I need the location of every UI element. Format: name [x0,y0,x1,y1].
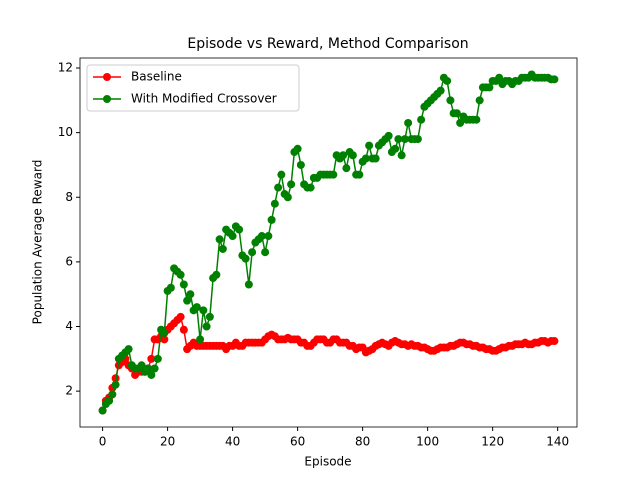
x-tick-label: 140 [546,435,569,449]
data-point [244,280,253,289]
data-point [248,248,257,257]
data-point [371,154,380,163]
data-point [397,151,406,160]
data-point [202,322,211,331]
x-tick-label: 20 [160,435,175,449]
data-point [228,232,237,241]
legend-marker [103,73,111,81]
data-point [98,406,107,415]
data-point [270,199,279,208]
data-point [218,244,227,253]
data-point [391,144,400,153]
data-point [144,364,153,373]
x-axis-label: Episode [304,455,351,469]
data-point [176,270,185,279]
data-point [235,225,244,234]
data-point [417,115,426,124]
series-line [101,73,555,411]
data-point [274,183,283,192]
data-point [472,115,481,124]
data-point [348,151,357,160]
x-tick-label: 0 [99,435,107,449]
y-tick-label: 2 [65,384,73,398]
data-point [277,170,286,179]
x-tick-label: 120 [481,435,504,449]
data-point [183,296,192,305]
data-point [436,86,445,95]
data-point [166,283,175,292]
data-point [355,170,364,179]
data-point [147,354,156,363]
y-tick-label: 12 [58,61,73,75]
data-point [176,312,185,321]
data-point [147,370,156,379]
data-point [404,118,413,127]
data-point [339,151,348,160]
y-tick-label: 10 [58,125,73,139]
data-point [485,83,494,92]
data-point [205,312,214,321]
data-point [108,390,117,399]
data-point [293,144,302,153]
data-point [329,170,338,179]
data-point [384,131,393,140]
data-point [212,270,221,279]
data-point [179,325,188,334]
data-point [306,183,315,192]
data-point [215,235,224,244]
legend-label: With Modified Crossover [131,92,277,106]
data-point [186,290,195,299]
data-point [446,96,455,105]
data-point [550,337,559,346]
data-point [361,154,370,163]
y-tick-label: 6 [65,254,73,268]
data-point [550,75,559,84]
data-point [365,141,374,150]
y-tick-label: 4 [65,319,73,333]
data-point [452,109,461,118]
data-point [296,160,305,169]
data-point [400,135,409,144]
data-point [137,361,146,370]
data-point [160,328,169,337]
data-point [267,215,276,224]
data-point [257,232,266,241]
data-point [264,232,273,241]
data-point [105,396,114,405]
x-tick-label: 100 [416,435,439,449]
data-point [456,118,465,127]
data-point [241,254,250,263]
legend-box [86,64,300,112]
y-axis-label: Population Average Reward [31,160,45,325]
data-point [475,96,484,105]
data-point [153,354,162,363]
x-tick-label: 60 [290,435,305,449]
data-point [413,135,422,144]
plot-frame [79,57,578,428]
data-point [111,380,120,389]
data-point [160,335,169,344]
data-point [261,248,270,257]
x-tick-label: 80 [355,435,370,449]
legend-label: Baseline [131,70,182,84]
data-point [196,335,205,344]
x-tick-label: 40 [225,435,240,449]
data-point [192,303,201,312]
data-point [124,345,133,354]
data-point [287,180,296,189]
data-point [179,280,188,289]
data-point [342,164,351,173]
data-point [111,374,120,383]
y-tick-label: 8 [65,190,73,204]
data-point [199,306,208,315]
data-point [443,76,452,85]
data-point [394,135,403,144]
data-point [495,73,504,82]
chart-title: Episode vs Reward, Method Comparison [187,36,468,52]
data-point [150,364,159,373]
legend-marker [103,95,111,103]
data-point [283,193,292,202]
